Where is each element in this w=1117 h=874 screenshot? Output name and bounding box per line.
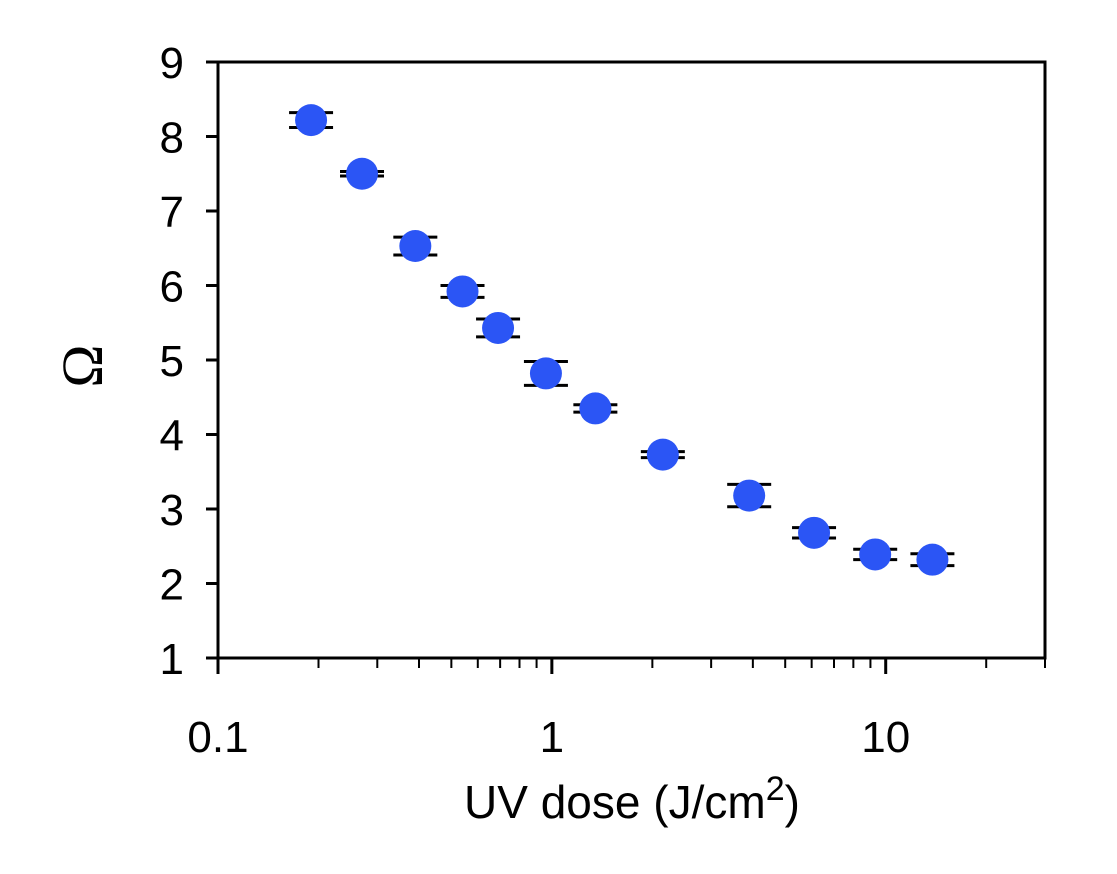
y-tick-label: 4 bbox=[160, 412, 184, 461]
data-point bbox=[733, 479, 766, 512]
data-point bbox=[579, 392, 612, 425]
data-point bbox=[482, 311, 515, 344]
data-point bbox=[646, 438, 679, 471]
data-point bbox=[916, 543, 949, 576]
data-point bbox=[798, 516, 831, 549]
x-axis-title-superscript: 2 bbox=[766, 770, 785, 808]
y-tick-label: 2 bbox=[160, 561, 184, 610]
data-points bbox=[295, 104, 949, 576]
data-point bbox=[295, 104, 328, 137]
x-tick-label: 1 bbox=[540, 713, 564, 762]
x-axis-title-main: UV dose (J/cm bbox=[464, 776, 766, 828]
x-axis-ticks bbox=[216, 658, 1046, 674]
y-tick-label: 9 bbox=[160, 39, 184, 88]
y-tick-label: 7 bbox=[160, 188, 184, 237]
data-point bbox=[446, 275, 479, 308]
y-axis-title: Ω bbox=[50, 344, 115, 387]
x-tick-label: 0.1 bbox=[187, 713, 248, 762]
data-point bbox=[529, 357, 562, 390]
x-axis-tick-labels: 0.1 1 10 bbox=[187, 713, 910, 762]
y-tick-label: 1 bbox=[160, 635, 184, 684]
error-bars bbox=[289, 111, 955, 568]
y-tick-label: 5 bbox=[160, 337, 184, 386]
y-tick-label: 8 bbox=[160, 114, 184, 163]
data-point bbox=[859, 538, 892, 571]
y-axis-tick-labels: 1 2 3 4 5 6 7 8 9 bbox=[160, 39, 184, 684]
data-point bbox=[346, 157, 379, 190]
x-axis-title-closing: ) bbox=[785, 776, 800, 828]
y-tick-label: 3 bbox=[160, 486, 184, 535]
y-tick-label: 6 bbox=[160, 263, 184, 312]
x-axis-title: UV dose (J/cm2) bbox=[464, 770, 800, 828]
x-tick-label: 10 bbox=[861, 713, 910, 762]
y-axis-ticks bbox=[206, 60, 218, 660]
data-point bbox=[399, 230, 432, 263]
